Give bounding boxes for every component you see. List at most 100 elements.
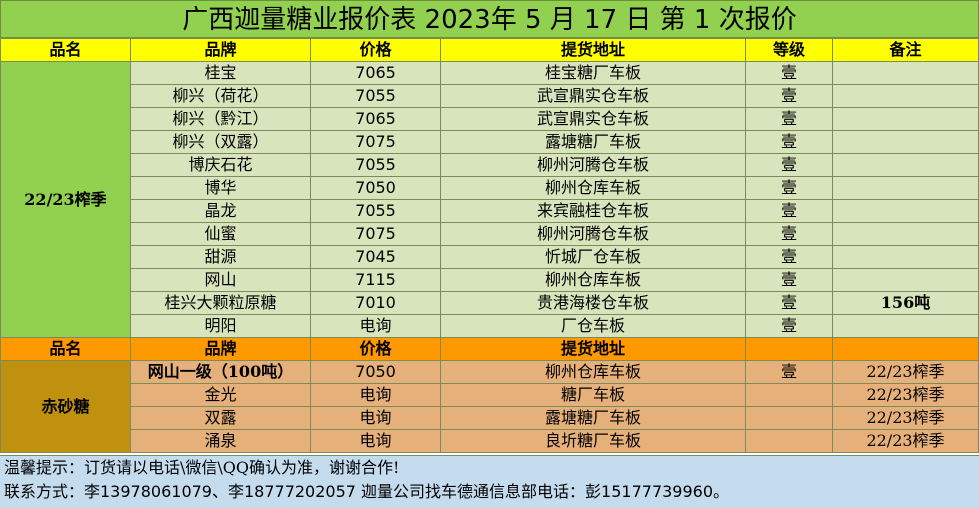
table-row: 博华 7050 柳州仓库车板 壹 — [1, 176, 979, 200]
grade-cell: 壹 — [745, 84, 833, 108]
footer-contact: 联系方式：李13978061079、李18777202057 迦量公司找车德通信… — [4, 482, 730, 501]
header-remark: 备注 — [832, 38, 979, 62]
grade-cell: 壹 — [745, 199, 833, 223]
header-row-red-sugar: 品名 品牌 价格 提货地址 — [0, 337, 979, 361]
pickup-cell: 武宣鼎实仓车板 — [440, 107, 746, 131]
pickup-cell: 良圻糖厂车板 — [440, 429, 746, 453]
brand-cell: 博庆石花 — [130, 153, 311, 177]
table-row: 赤砂糖 网山一级（100吨） 7050 柳州仓库车板 壹 22/23榨季 — [0, 360, 979, 453]
grade-cell: 壹 — [745, 222, 833, 246]
brand-cell: 网山 — [130, 268, 311, 292]
table-row: 22/23榨季 桂宝 7065 桂宝糖厂车板 壹 — [0, 61, 979, 338]
grade-cell: 壹 — [745, 291, 833, 315]
season-category: 22/23榨季 — [0, 61, 131, 338]
price-cell: 7115 — [310, 268, 441, 292]
remark-cell: 156吨 — [832, 291, 979, 315]
grade-cell: 壹 — [745, 314, 833, 338]
table-row: 柳兴（荷花） 7055 武宣鼎实仓车板 壹 — [1, 84, 979, 108]
table-row: 网山 7115 柳州仓库车板 壹 — [1, 268, 979, 292]
pickup-cell: 露塘糖厂车板 — [440, 406, 746, 430]
grade-cell: 壹 — [745, 61, 833, 85]
grade-cell: 壹 — [745, 153, 833, 177]
pickup-cell: 贵港海楼仓车板 — [440, 291, 746, 315]
footer-tip: 温馨提示：订货请以电话\微信\QQ确认为准，谢谢合作! — [4, 458, 400, 477]
grade-cell — [745, 429, 833, 453]
table-row: 甜源 7045 忻城厂仓车板 壹 — [1, 245, 979, 269]
pickup-cell: 露塘糖厂车板 — [440, 130, 746, 154]
remark-cell — [832, 222, 979, 246]
brand-cell: 甜源 — [130, 245, 311, 269]
pickup-cell: 来宾融桂仓车板 — [440, 199, 746, 223]
pickup-cell: 糖厂车板 — [440, 383, 746, 407]
table-row: 双露 电询 露塘糖厂车板 22/23榨季 — [1, 406, 979, 430]
header-brand: 品牌 — [130, 38, 311, 62]
table-row: 仙蜜 7075 柳州河腾仓车板 壹 — [1, 222, 979, 246]
table-row: 涌泉 电询 良圻糖厂车板 22/23榨季 — [1, 429, 979, 453]
pickup-cell: 柳州仓库车板 — [440, 268, 746, 292]
remark-cell: 22/23榨季 — [832, 429, 979, 453]
remark-cell — [832, 107, 979, 131]
pickup-cell: 武宣鼎实仓车板 — [440, 84, 746, 108]
price-cell: 电询 — [310, 314, 441, 338]
grade-cell: 壹 — [745, 130, 833, 154]
brand-cell: 桂宝 — [130, 61, 311, 85]
price-cell: 7010 — [310, 291, 441, 315]
table-row: 柳兴（双露） 7075 露塘糖厂车板 壹 — [1, 130, 979, 154]
header-price: 价格 — [310, 38, 441, 62]
brand-cell: 网山一级（100吨） — [130, 360, 311, 384]
remark-cell — [832, 268, 979, 292]
header2-pickup: 提货地址 — [440, 337, 746, 361]
brand-cell: 博华 — [130, 176, 311, 200]
brand-cell: 明阳 — [130, 314, 311, 338]
brand-cell: 仙蜜 — [130, 222, 311, 246]
header2-brand: 品牌 — [130, 337, 311, 361]
table-row: 博庆石花 7055 柳州河腾仓车板 壹 — [1, 153, 979, 177]
pickup-cell: 柳州河腾仓车板 — [440, 222, 746, 246]
brand-cell: 柳兴（双露） — [130, 130, 311, 154]
price-cell: 7075 — [310, 130, 441, 154]
red-sugar-category: 赤砂糖 — [0, 360, 131, 453]
header2-remark — [832, 337, 979, 361]
table-row: 金光 电询 糖厂车板 22/23榨季 — [1, 383, 979, 407]
remark-cell — [832, 130, 979, 154]
remark-cell: 22/23榨季 — [832, 360, 979, 384]
table-row: 晶龙 7055 来宾融桂仓车板 壹 — [1, 199, 979, 223]
footer: 温馨提示：订货请以电话\微信\QQ确认为准，谢谢合作! 联系方式：李139780… — [0, 455, 979, 508]
remark-cell — [832, 84, 979, 108]
price-cell: 7050 — [310, 360, 441, 384]
pickup-cell: 柳州河腾仓车板 — [440, 153, 746, 177]
brand-cell: 柳兴（荷花） — [130, 84, 311, 108]
header-row: 品名 品牌 价格 提货地址 等级 备注 — [0, 38, 979, 62]
remark-cell — [832, 199, 979, 223]
remark-cell: 22/23榨季 — [832, 406, 979, 430]
remark-cell — [832, 176, 979, 200]
grade-cell — [745, 406, 833, 430]
pickup-cell: 厂仓车板 — [440, 314, 746, 338]
pickup-cell: 柳州仓库车板 — [440, 360, 746, 384]
brand-cell: 金光 — [130, 383, 311, 407]
header-pickup: 提货地址 — [440, 38, 746, 62]
price-cell: 电询 — [310, 429, 441, 453]
grade-cell — [745, 383, 833, 407]
price-cell: 7055 — [310, 153, 441, 177]
table-row: 桂兴大颗粒原糖 7010 贵港海楼仓车板 壹 156吨 — [1, 291, 979, 315]
grade-cell: 壹 — [745, 107, 833, 131]
price-table: 品名 品牌 价格 提货地址 等级 备注 22/23榨季 桂宝 7065 桂宝糖厂… — [0, 38, 979, 453]
grade-cell: 壹 — [745, 268, 833, 292]
price-cell: 7045 — [310, 245, 441, 269]
pickup-cell: 柳州仓库车板 — [440, 176, 746, 200]
remark-cell — [832, 314, 979, 338]
sheet-title: 广西迦量糖业报价表 2023年 5 月 17 日 第 1 次报价 — [0, 0, 979, 38]
header-grade: 等级 — [745, 38, 833, 62]
remark-cell — [832, 61, 979, 85]
header-category: 品名 — [0, 38, 131, 62]
header2-price: 价格 — [310, 337, 441, 361]
header2-category: 品名 — [0, 337, 131, 361]
table-row: 明阳 电询 厂仓车板 壹 — [1, 314, 979, 338]
price-cell: 7065 — [310, 61, 441, 85]
remark-cell: 22/23榨季 — [832, 383, 979, 407]
pickup-cell: 桂宝糖厂车板 — [440, 61, 746, 85]
remark-cell — [832, 245, 979, 269]
pickup-cell: 忻城厂仓车板 — [440, 245, 746, 269]
